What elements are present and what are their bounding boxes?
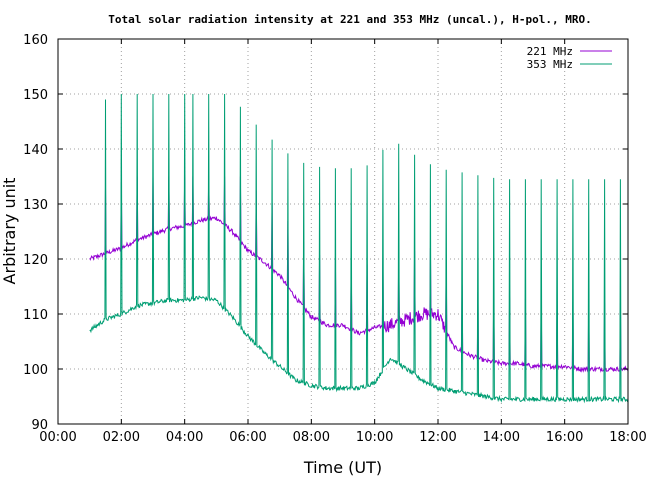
x-tick-label: 06:00 (229, 430, 266, 445)
legend: 221 MHz 353 MHz (527, 45, 612, 71)
x-tick-label: 12:00 (419, 430, 456, 445)
x-axis-label: Time (UT) (303, 458, 382, 477)
plot-frame (57, 38, 629, 425)
grid (58, 39, 628, 424)
y-tick-label: 100 (23, 363, 48, 378)
series-line-353-mhz (89, 93, 629, 404)
x-tick-label: 02:00 (103, 430, 140, 445)
y-tick-label: 150 (23, 88, 48, 103)
chart-title: Total solar radiation intensity at 221 a… (108, 13, 591, 26)
x-tick-label: 08:00 (293, 430, 330, 445)
x-tick-label: 14:00 (483, 430, 520, 445)
x-tick-label: 00:00 (39, 430, 76, 445)
legend-label-353: 353 MHz (527, 58, 573, 71)
series-line-221-mhz (89, 176, 629, 373)
y-tick-label: 120 (23, 253, 48, 268)
y-axis-label: Arbitrary unit (0, 178, 19, 285)
axis-ticks (57, 38, 629, 425)
y-tick-label: 110 (23, 308, 48, 323)
x-tick-label: 18:00 (609, 430, 646, 445)
plot-series (89, 93, 629, 404)
y-tick-label: 160 (23, 33, 48, 48)
x-tick-label: 04:00 (166, 430, 203, 445)
y-tick-label: 130 (23, 198, 48, 213)
legend-label-221: 221 MHz (527, 45, 573, 58)
x-tick-label: 16:00 (546, 430, 583, 445)
x-tick-labels: 00:00 02:00 04:00 06:00 08:00 10:00 12:00 14:00… (39, 430, 646, 445)
y-tick-labels: 90 100 110 120 130 140 150 160 (23, 33, 48, 433)
y-tick-label: 140 (23, 143, 48, 158)
x-tick-label: 10:00 (356, 430, 393, 445)
y-tick-label: 90 (31, 418, 48, 433)
